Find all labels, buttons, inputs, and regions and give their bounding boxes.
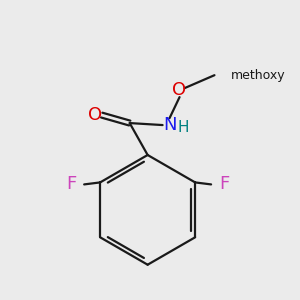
Text: methoxy: methoxy <box>230 69 285 82</box>
Text: F: F <box>66 176 76 194</box>
Text: N: N <box>163 116 176 134</box>
Text: H: H <box>178 120 189 135</box>
Text: F: F <box>219 176 229 194</box>
Text: O: O <box>88 106 102 124</box>
Text: O: O <box>172 81 187 99</box>
